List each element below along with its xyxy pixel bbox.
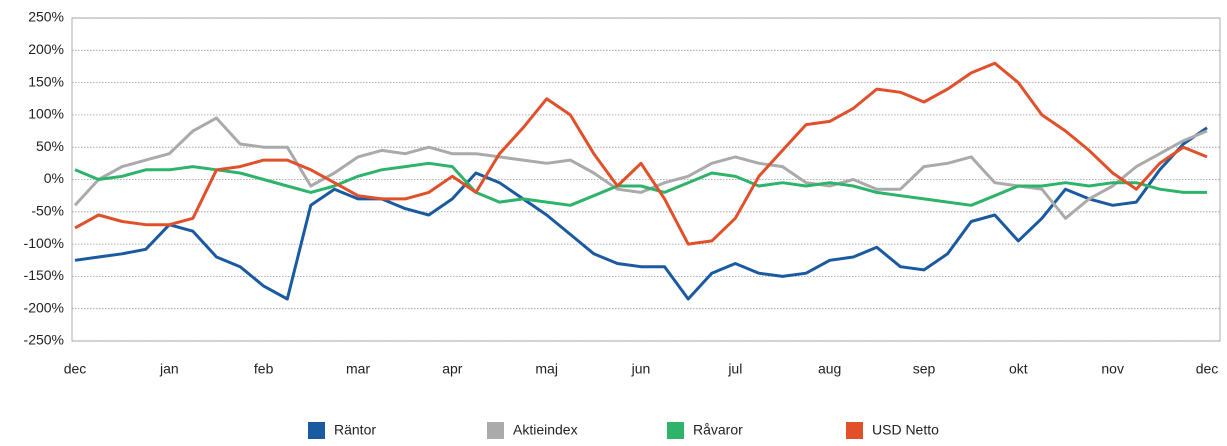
plot-frame	[71, 17, 1221, 342]
y-tick-label: 0%	[44, 170, 64, 186]
series-line	[73, 116, 1208, 220]
legend-label: Aktieindex	[513, 422, 578, 438]
x-tick-label: nov	[1101, 361, 1124, 377]
y-tick-label: -150%	[24, 267, 64, 283]
y-tick-label: -250%	[24, 332, 64, 348]
series-line	[74, 61, 1208, 246]
series-line	[74, 126, 1208, 301]
legend-label: USD Netto	[872, 422, 939, 438]
y-tick-label: -200%	[24, 299, 64, 315]
y-tick-label: 50%	[36, 138, 64, 154]
legend-label: Råvaror	[693, 422, 743, 438]
legend-swatch	[308, 422, 325, 439]
y-tick-label: 200%	[28, 41, 64, 57]
series-line	[74, 161, 1207, 207]
x-tick-label: jan	[159, 361, 179, 377]
x-tick-label: jun	[631, 361, 651, 377]
y-tick-label: 100%	[28, 106, 64, 122]
x-tick-label: sep	[913, 361, 936, 377]
legend-swatch	[846, 422, 863, 439]
legend-swatch	[667, 422, 684, 439]
legend-swatch	[487, 422, 504, 439]
y-tick-label: 150%	[28, 73, 64, 89]
y-tick-label: 250%	[28, 9, 64, 25]
x-tick-label: dec	[1196, 361, 1219, 377]
x-tick-label: apr	[442, 361, 463, 377]
x-tick-label: maj	[535, 361, 558, 377]
x-tick-label: feb	[254, 361, 274, 377]
x-tick-label: jul	[727, 361, 742, 377]
y-tick-label: -100%	[24, 235, 64, 251]
x-tick-label: mar	[346, 361, 370, 377]
x-tick-label: aug	[818, 361, 841, 377]
y-tick-label: -50%	[31, 203, 64, 219]
x-tick-label: dec	[64, 361, 87, 377]
x-tick-label: okt	[1009, 361, 1028, 377]
legend-label: Räntor	[334, 422, 376, 438]
